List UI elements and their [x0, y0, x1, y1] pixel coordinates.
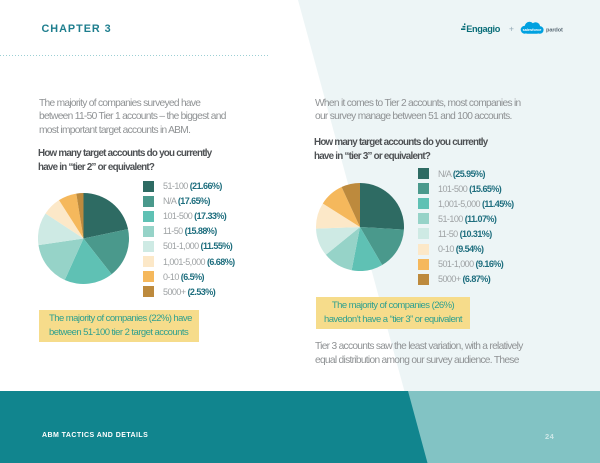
svg-text:+: + — [509, 24, 514, 34]
svg-text:Engagio: Engagio — [466, 24, 501, 34]
svg-text:pardot: pardot — [546, 27, 563, 33]
svg-text:salesforce: salesforce — [523, 28, 542, 32]
